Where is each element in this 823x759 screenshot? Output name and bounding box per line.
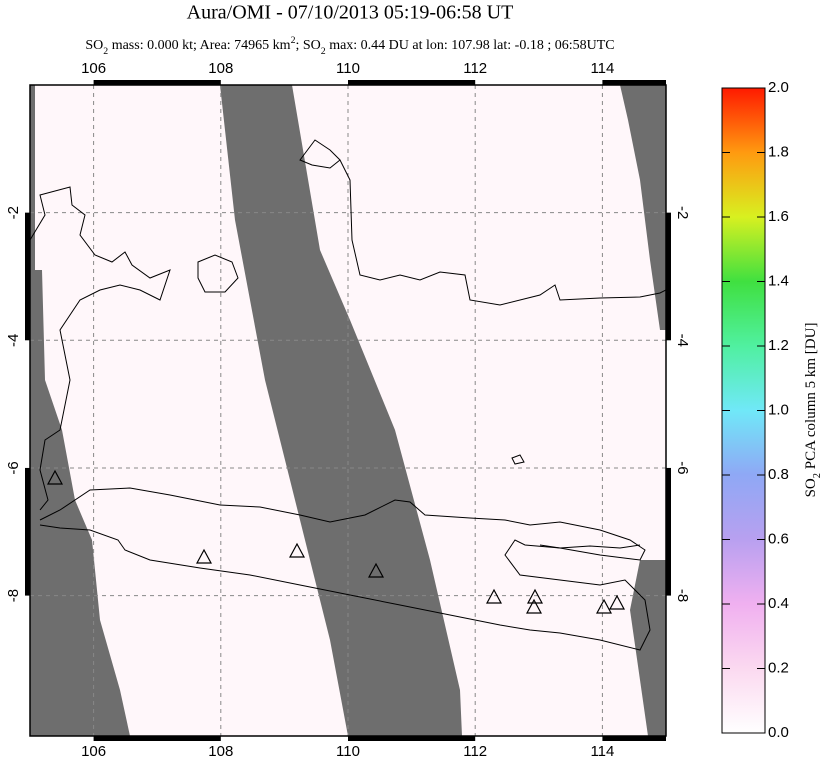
frame-bar	[602, 736, 666, 741]
volcano	[195, 548, 213, 564]
text-part: SO	[85, 38, 103, 53]
y-tick-label: -6	[5, 461, 22, 474]
colorbar-tick-label: 1.6	[768, 208, 789, 225]
text-part: 2	[103, 46, 108, 57]
map-area	[30, 85, 666, 736]
colorbar-tick-label: 1.4	[768, 272, 789, 289]
frame-bar	[25, 212, 30, 341]
colorbar-tick-label: 2.0	[768, 79, 789, 96]
x-tick-label: 108	[208, 743, 233, 759]
frame-bar	[666, 212, 671, 341]
text-part: 2	[291, 35, 296, 46]
x-tick-label: 112	[463, 743, 487, 759]
no-data-swath	[630, 560, 666, 736]
text-part: SO	[803, 478, 819, 497]
x-tick-label: 110	[336, 60, 360, 77]
y-tick-label: -2	[5, 206, 22, 219]
coastline	[511, 454, 525, 465]
volcano	[525, 598, 543, 614]
map-axes: 106 106 108 108 110 110 112 112 114 114 -2 -2 -4 -4 -6…	[5, 60, 691, 759]
x-tick-label: 108	[208, 60, 233, 77]
volcano	[485, 588, 503, 604]
x-tick-label: 110	[336, 743, 360, 759]
y-tick-label: -8	[674, 589, 691, 602]
coastline	[30, 186, 171, 511]
colorbar-axis: 0.0 0.2 0.4 0.6 0.8 1.0 1.2 1.4 1.6 1.8 2.0	[722, 79, 789, 741]
frame-bar	[93, 80, 221, 85]
colorbar-tick-label: 0.2	[768, 659, 789, 676]
text-part: mass: 0.000 kt; Area: 74965 km	[108, 38, 290, 53]
coastline	[197, 254, 239, 293]
volcano	[46, 469, 64, 485]
y-tick-label: -6	[674, 461, 691, 474]
volcanoes	[46, 469, 626, 614]
text-part: ; SO	[295, 38, 320, 53]
x-tick-label: 106	[81, 743, 106, 759]
colorbar-tick-label: 0.0	[768, 724, 789, 741]
title: Aura/OMI - 07/10/2013 05:19-06:58 UT	[187, 2, 514, 24]
text-part: max: 0.44 DU at lon: 107.98 lat: -0.18 ;…	[326, 38, 615, 53]
text-part: 2	[321, 46, 326, 57]
no-data-swath	[30, 85, 130, 736]
coastline	[339, 159, 666, 306]
frame-bar	[348, 80, 476, 85]
frame-bar	[25, 467, 30, 596]
colorbar-tick-label: 0.6	[768, 530, 789, 547]
y-tick-label: -4	[674, 334, 691, 347]
volcano	[367, 562, 385, 578]
y-tick-label: -2	[674, 206, 691, 219]
no-data-swath	[220, 85, 462, 736]
frame-bar	[666, 467, 671, 596]
x-tick-label: 112	[463, 60, 487, 77]
volcano	[288, 542, 306, 558]
coastline	[39, 487, 651, 651]
x-tick-label: 114	[590, 743, 614, 759]
volcano	[595, 598, 613, 614]
y-tick-label: -4	[5, 334, 22, 347]
coastline	[539, 544, 641, 549]
x-tick-label: 106	[81, 60, 106, 77]
colorbar-tick-label: 1.0	[768, 401, 789, 418]
frame-bar	[348, 736, 476, 741]
subtitle: SO2 mass: 0.000 kt; Area: 74965 km2; SO2…	[85, 35, 614, 57]
volcano	[608, 594, 626, 610]
no-data-swath	[620, 85, 666, 330]
colorbar-tick-label: 1.2	[768, 337, 789, 354]
text-part: PCA column 5 km [DU]	[803, 323, 819, 473]
y-tick-label: -8	[5, 589, 22, 602]
x-tick-label: 114	[590, 60, 614, 77]
colorbar-tick-label: 1.8	[768, 143, 789, 160]
colorbar-tick-label: 0.4	[768, 595, 789, 612]
colorbar-label: SO2 PCA column 5 km [DU]	[803, 323, 822, 498]
frame-bar	[93, 736, 221, 741]
grid	[30, 85, 666, 736]
colorbar-tick-label: 0.8	[768, 466, 789, 483]
text-part: 2	[812, 473, 823, 478]
frame-bar	[602, 80, 666, 85]
